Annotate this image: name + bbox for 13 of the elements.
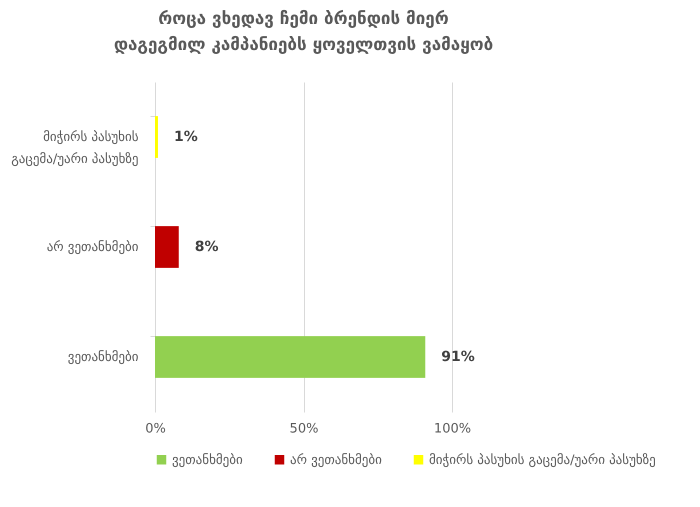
- y-tick-label: მიჭირს პასუხის გაცემა/უარი პასუხზე: [11, 130, 139, 167]
- legend-label: მიჭირს პასუხის გაცემა/უარი პასუხზე: [429, 452, 656, 468]
- x-tick-label: 50%: [290, 422, 318, 436]
- data-label: 8%: [194, 239, 219, 255]
- x-tick-label: 100%: [434, 422, 472, 436]
- y-tick-label: ვეთანხმები: [68, 350, 139, 365]
- x-tick-label: 0%: [145, 422, 166, 436]
- chart-title: როცა ვხედავ ჩემი ბრენდის მიერ დაგეგმილ კამპანიებს ყოველთვის ვამაყობ: [114, 9, 494, 55]
- data-label: 91%: [441, 349, 475, 365]
- data-label: 1%: [174, 129, 198, 145]
- legend-label: ვეთანხმები: [172, 452, 243, 468]
- y-tick-label: არ ვეთანხმები: [46, 240, 139, 255]
- legend-label: არ ვეთანხმები: [290, 452, 382, 468]
